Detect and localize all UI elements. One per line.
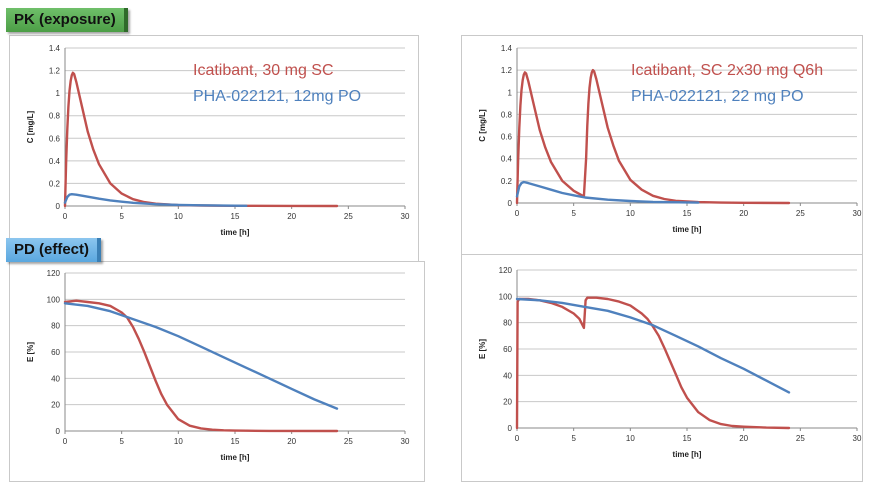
chart-2-y-tick-label: 1	[508, 88, 513, 97]
chart-2-x-tick-label: 10	[626, 209, 635, 218]
chart-2-x-tick-label: 30	[853, 209, 862, 218]
chart-4-y-tick-label: 100	[499, 292, 513, 301]
pd-right-panel	[461, 254, 863, 482]
chart-3-x-tick-label: 30	[401, 437, 410, 446]
chart-3-y-tick-label: 0	[56, 427, 61, 436]
chart-2-y-tick-label: 0.8	[501, 110, 513, 119]
pk-left-panel	[9, 35, 419, 263]
chart-2-x-axis-label: time [h]	[673, 225, 702, 234]
chart-4-x-tick-label: 30	[853, 434, 862, 443]
chart-4-series-1-line	[515, 296, 791, 430]
pk-section-label: PK (exposure)	[6, 8, 128, 32]
chart-4-x-tick-label: 20	[739, 434, 748, 443]
chart-1-x-tick-label: 0	[63, 212, 68, 221]
chart-2-y-tick-label: 0.2	[501, 177, 513, 186]
chart-2-y-tick-label: 0.4	[501, 155, 513, 164]
chart-2-x-tick-label: 15	[683, 209, 692, 218]
chart-3-series-1-line	[63, 299, 339, 433]
chart-2-y-tick-label: 0	[508, 199, 513, 208]
chart-1-x-tick-label: 10	[174, 212, 183, 221]
chart-4-y-axis-label: E [%]	[478, 339, 487, 359]
chart-1-y-tick-label: 1.2	[49, 67, 61, 76]
chart-2-legend-entry-1: Icatibant, SC 2x30 mg Q6h	[631, 62, 823, 79]
chart-3-x-tick-label: 10	[174, 437, 183, 446]
chart-1-y-axis-label: C [mg/L]	[26, 110, 35, 143]
chart-2-y-tick-label: 1.4	[501, 44, 513, 53]
chart-3-y-tick-label: 120	[47, 269, 61, 278]
chart-1-legend-entry-1: Icatibant, 30 mg SC	[193, 62, 334, 79]
chart-2-x-tick-label: 0	[515, 209, 520, 218]
chart-1-y-tick-label: 1.4	[49, 44, 61, 53]
chart-1-x-tick-label: 25	[344, 212, 353, 221]
chart-1-y-tick-label: 0	[56, 202, 61, 211]
chart-1-x-tick-label: 15	[231, 212, 240, 221]
chart-2-y-tick-label: 1.2	[501, 66, 513, 75]
chart-4-x-tick-label: 25	[796, 434, 805, 443]
chart-2-x-tick-label: 5	[571, 209, 576, 218]
chart-2-x-tick-label: 25	[796, 209, 805, 218]
chart-3-x-tick-label: 15	[231, 437, 240, 446]
chart-4-y-tick-label: 20	[503, 398, 512, 407]
pd-section-label: PD (effect)	[6, 238, 102, 262]
chart-2-y-tick-label: 0.6	[501, 133, 513, 142]
chart-2-series-2-line	[515, 180, 700, 204]
chart-4-x-tick-label: 10	[626, 434, 635, 443]
chart-4-y-tick-label: 40	[503, 371, 512, 380]
chart-3-x-tick-label: 0	[63, 437, 68, 446]
chart-4-y-tick-label: 80	[503, 319, 512, 328]
chart-1-x-axis-label: time [h]	[221, 228, 250, 237]
chart-3-y-tick-label: 20	[51, 401, 60, 410]
chart-1-y-tick-label: 1	[56, 89, 61, 98]
chart-3-x-tick-label: 20	[287, 437, 296, 446]
chart-2-series-1-line	[515, 68, 791, 205]
chart-4-y-tick-label: 0	[508, 424, 513, 433]
chart-4-series-2-line	[515, 297, 791, 394]
chart-1-legend-entry-2: PHA-022121, 12mg PO	[193, 88, 361, 105]
pd-left-chart: 0 20 40 60 80 100 120 0 5 10 15 20 25 30 time [h] E [%]	[26, 269, 410, 462]
chart-3-x-tick-label: 25	[344, 437, 353, 446]
chart-4-y-tick-label: 120	[499, 266, 513, 275]
pk-left-chart: 0 0.2 0.4 0.6 0.8 1 1.2 1.4 0 5 10 15 20 25 30 time [h]…	[26, 44, 410, 237]
chart-4-x-axis-label: time [h]	[673, 450, 702, 459]
chart-1-x-tick-label: 30	[401, 212, 410, 221]
chart-1-y-tick-label: 0.6	[49, 134, 61, 143]
chart-1-y-tick-label: 0.4	[49, 157, 61, 166]
chart-1-y-tick-label: 0.8	[49, 112, 61, 121]
pk-right-panel	[461, 35, 863, 255]
chart-4-x-tick-label: 0	[515, 434, 520, 443]
chart-2-legend-entry-2: PHA-022121, 22 mg PO	[631, 88, 804, 105]
chart-4-x-tick-label: 15	[683, 434, 692, 443]
chart-2-y-axis-label: C [mg/L]	[478, 109, 487, 142]
chart-1-x-tick-label: 20	[287, 212, 296, 221]
chart-1-series-2-line	[63, 192, 248, 208]
chart-3-x-tick-label: 5	[119, 437, 124, 446]
pd-right-chart: 0 20 40 60 80 100 120 0 5 10 15 20 25 30 time [h] E [%]	[478, 266, 862, 459]
chart-1-x-tick-label: 5	[119, 212, 124, 221]
chart-4-y-tick-label: 60	[503, 345, 512, 354]
chart-3-series-2-line	[63, 302, 339, 410]
chart-3-y-tick-label: 60	[51, 348, 60, 357]
chart-3-y-axis-label: E [%]	[26, 342, 35, 362]
chart-2-x-tick-label: 20	[739, 209, 748, 218]
chart-4-x-tick-label: 5	[571, 434, 576, 443]
chart-1-y-tick-label: 0.2	[49, 179, 61, 188]
chart-3-y-tick-label: 40	[51, 374, 60, 383]
chart-3-y-tick-label: 100	[47, 295, 61, 304]
pd-left-panel	[9, 261, 425, 482]
chart-3-y-tick-label: 80	[51, 322, 60, 331]
pk-right-chart: 0 0.2 0.4 0.6 0.8 1 1.2 1.4 0 5 10 15 20 25 30 time [h]…	[478, 44, 862, 234]
chart-3-x-axis-label: time [h]	[221, 453, 250, 462]
